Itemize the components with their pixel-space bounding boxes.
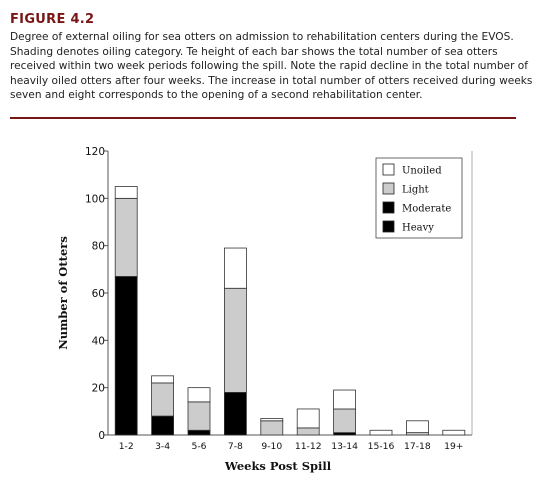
y-tick-label: 40 bbox=[92, 335, 105, 347]
bar-segment-light bbox=[296, 427, 320, 436]
bar-segment-unoiled bbox=[369, 429, 393, 436]
bar-segment-unoiled bbox=[260, 418, 284, 422]
legend-label-light: Light bbox=[402, 185, 429, 196]
x-tick-label: 7-8 bbox=[228, 441, 243, 452]
y-tick-label: 60 bbox=[92, 288, 105, 300]
x-axis-title: Weeks Post Spill bbox=[224, 459, 332, 473]
figure-title: FIGURE 4.2 bbox=[10, 12, 95, 27]
bar-segment-unoiled bbox=[151, 375, 175, 384]
bar-segment-unoiled bbox=[405, 420, 429, 434]
x-tick-label: 13-14 bbox=[331, 441, 358, 452]
y-tick-label: 20 bbox=[92, 383, 105, 395]
y-axis-title: Number of Otters bbox=[56, 236, 70, 350]
bar-segment-unoiled bbox=[187, 387, 211, 403]
y-tick-label: 120 bbox=[85, 146, 105, 158]
bar-segment-unoiled bbox=[223, 247, 247, 289]
bar-segment-heavy bbox=[151, 415, 175, 436]
figure-caption: Degree of external oiling for sea otters… bbox=[10, 31, 533, 102]
bar-segment-light bbox=[187, 401, 211, 431]
legend-swatch-light bbox=[382, 182, 395, 195]
figure-header: FIGURE 4.2 Degree of external oiling for… bbox=[10, 12, 540, 103]
bar-segment-heavy bbox=[114, 276, 138, 436]
legend-swatch-heavy bbox=[382, 220, 395, 233]
x-tick-label: 9-10 bbox=[261, 441, 282, 452]
bar-segment-heavy bbox=[223, 391, 247, 436]
bar-segment-heavy bbox=[187, 429, 211, 436]
bar-segment-unoiled bbox=[114, 186, 138, 199]
bar-segment-light bbox=[151, 382, 175, 417]
bar-segment-unoiled bbox=[333, 389, 357, 410]
x-tick-label: 1-2 bbox=[119, 441, 134, 452]
x-tick-label: 15-16 bbox=[368, 441, 395, 452]
legend-label-moderate: Moderate bbox=[402, 204, 451, 215]
bar-segment-light bbox=[223, 287, 247, 393]
legend-label-unoiled: Unoiled bbox=[402, 166, 442, 177]
x-tick-label: 5-6 bbox=[191, 441, 206, 452]
bar-segment-unoiled bbox=[296, 408, 320, 429]
bar-segment-unoiled bbox=[442, 429, 466, 436]
legend-label-heavy: Heavy bbox=[402, 223, 434, 234]
bar-segment-light bbox=[333, 408, 357, 434]
x-tick-label: 3-4 bbox=[155, 441, 170, 452]
y-tick-label: 80 bbox=[92, 241, 105, 253]
y-tick-label: 100 bbox=[85, 193, 105, 205]
legend-swatch-unoiled bbox=[382, 163, 395, 176]
legend-swatch-moderate bbox=[382, 201, 395, 214]
divider-rule bbox=[10, 117, 516, 119]
bar-segment-light bbox=[114, 197, 138, 277]
x-tick-label: 11-12 bbox=[295, 441, 322, 452]
x-tick-label: 19+ bbox=[444, 441, 463, 452]
y-tick-label: 0 bbox=[98, 430, 105, 442]
x-tick-label: 17-18 bbox=[404, 441, 431, 452]
bar-segment-light bbox=[260, 420, 284, 436]
